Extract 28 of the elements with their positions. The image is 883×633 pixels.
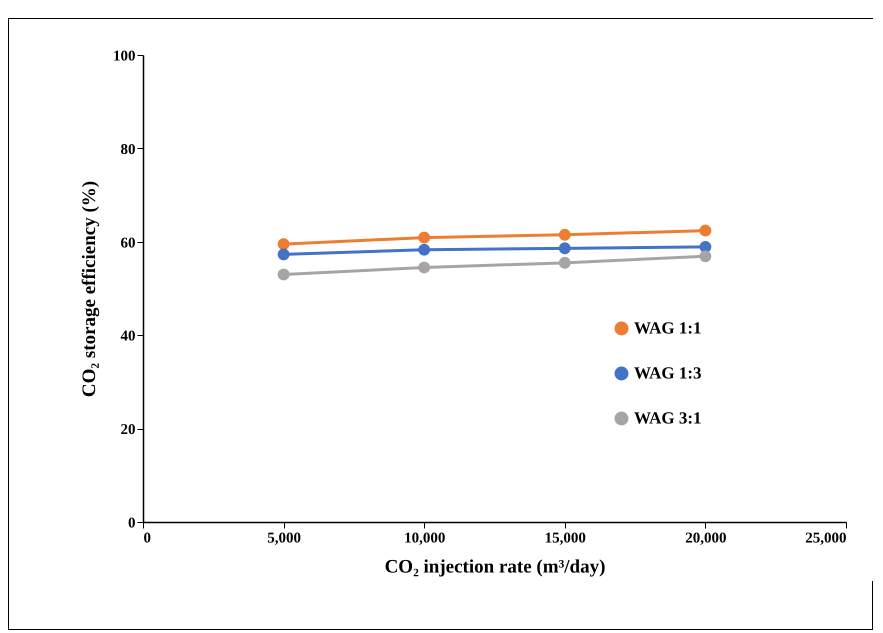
x-tick-label: 5,000 [267,530,301,546]
x-tick-label: 25,000 [805,530,846,546]
point [558,256,571,269]
x-tick-label: 20,000 [685,530,727,546]
y-axis-title: CO₂ storage efficiency (%) [79,180,100,398]
point [418,262,430,274]
point [278,268,290,280]
y-tick-label: 0 [128,516,136,532]
legend-label: WAG 1:3 [634,364,702,382]
point [278,238,290,250]
point [558,228,571,241]
y-tick-label: 100 [113,48,136,64]
legend-label: WAG 1:1 [634,318,702,338]
y-tick-label: 20 [120,422,136,438]
x-tick-label: 10,000 [404,530,446,546]
y-tick-label: 80 [120,142,136,158]
x-axis-title: CO₂ injection rate (m³/day) [384,556,606,578]
point [558,242,571,254]
x-tick-label: 15,000 [544,530,586,546]
point [699,224,712,236]
point [418,244,430,256]
point [418,232,430,244]
y-tick-label: 40 [120,328,136,345]
x-tick-label: 0 [144,530,151,546]
point [278,248,290,260]
point [699,250,712,262]
y-tick-label: 60 [120,235,136,252]
legend-label: WAG 3:1 [634,408,702,428]
